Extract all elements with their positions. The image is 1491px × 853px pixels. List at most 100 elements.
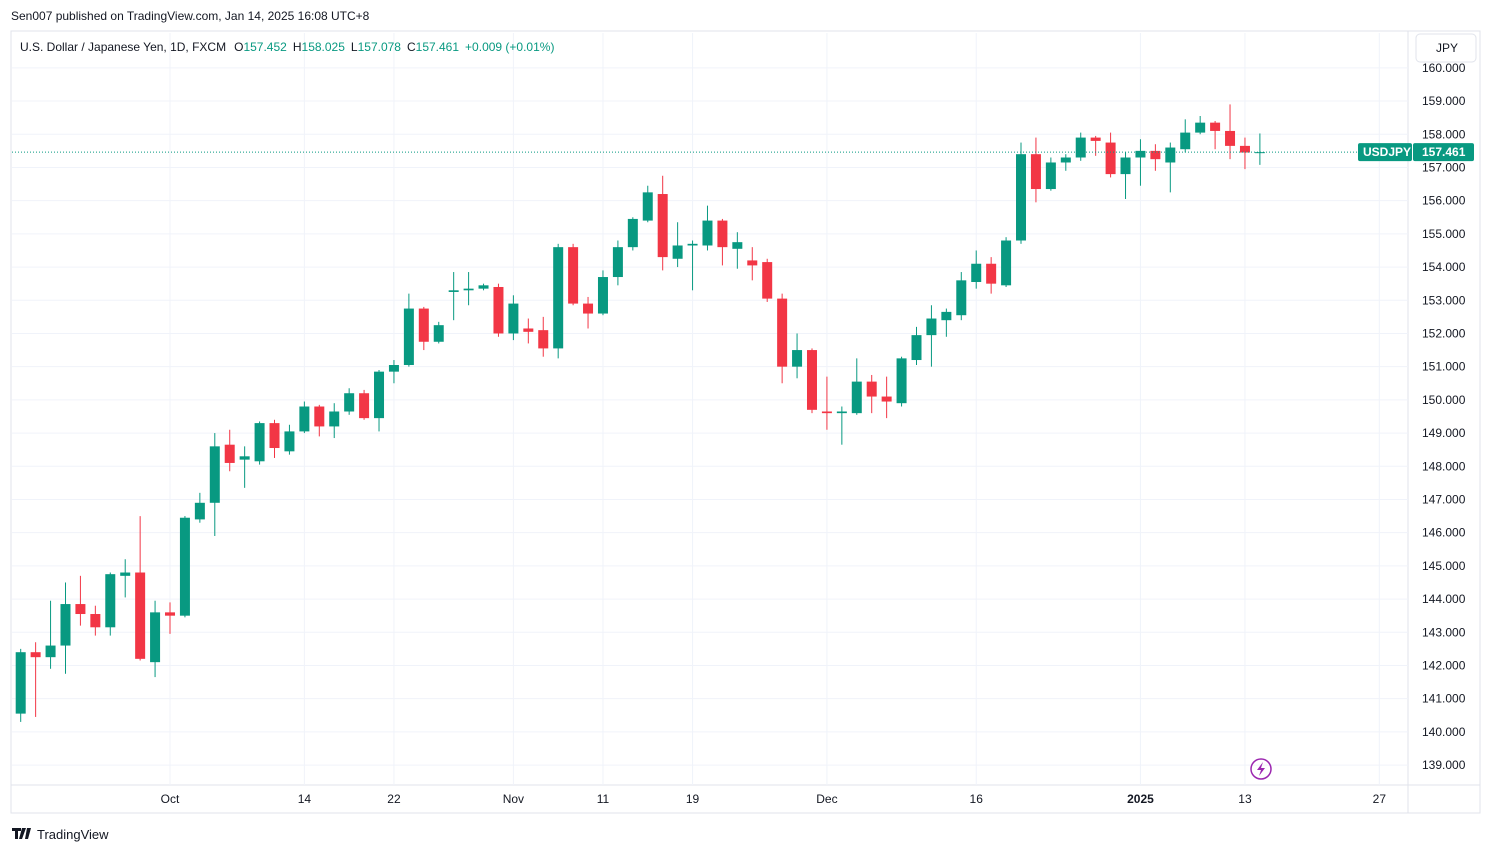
y-tick-label: 159.000 bbox=[1422, 94, 1466, 108]
candle-body bbox=[1180, 132, 1191, 150]
candle-body bbox=[254, 423, 265, 462]
candle-body bbox=[284, 431, 295, 452]
candle-body bbox=[762, 262, 773, 299]
lightning-glyph bbox=[1257, 762, 1265, 776]
candle-body bbox=[1150, 150, 1161, 160]
candle-body bbox=[687, 243, 698, 246]
y-tick-label: 152.000 bbox=[1422, 326, 1466, 340]
y-tick-label: 151.000 bbox=[1422, 360, 1466, 374]
candle-body bbox=[1016, 154, 1027, 241]
candle-body bbox=[971, 263, 982, 283]
x-tick-label: 19 bbox=[686, 792, 700, 806]
candle-body bbox=[344, 393, 355, 412]
candle-body bbox=[597, 277, 608, 314]
x-tick-label: 13 bbox=[1238, 792, 1252, 806]
candle-body bbox=[224, 444, 235, 463]
candle-body bbox=[642, 192, 653, 221]
candle-body bbox=[926, 318, 937, 336]
candle-body bbox=[911, 335, 922, 361]
candle-body bbox=[821, 411, 832, 414]
candle-body bbox=[1045, 162, 1056, 190]
candle-body bbox=[1210, 122, 1221, 131]
y-tick-label: 140.000 bbox=[1422, 725, 1466, 739]
candle-body bbox=[75, 604, 86, 615]
legend-title: U.S. Dollar / Japanese Yen, 1D, FXCM bbox=[20, 40, 226, 54]
candle-body bbox=[627, 218, 638, 248]
currency-button[interactable] bbox=[1415, 33, 1477, 63]
y-tick-label: 148.000 bbox=[1422, 459, 1466, 473]
candle-body bbox=[388, 365, 399, 372]
x-tick-label: 16 bbox=[970, 792, 984, 806]
candle-body bbox=[956, 280, 967, 316]
price-tag-label: 157.461 bbox=[1422, 145, 1466, 159]
brand-name: TradingView bbox=[37, 827, 109, 842]
y-tick-label: 147.000 bbox=[1422, 492, 1466, 506]
legend-key: H bbox=[293, 40, 302, 54]
y-tick-label: 154.000 bbox=[1422, 260, 1466, 274]
candle-body bbox=[1060, 157, 1071, 163]
candle-body bbox=[165, 612, 175, 616]
y-tick-label: 143.000 bbox=[1422, 625, 1466, 639]
candle-body bbox=[1239, 145, 1250, 153]
candle-body bbox=[1030, 154, 1041, 190]
candle-body bbox=[1225, 130, 1236, 146]
candle-body bbox=[747, 260, 758, 266]
candle-body bbox=[60, 604, 71, 646]
y-tick-label: 139.000 bbox=[1422, 758, 1466, 772]
lightning-icon[interactable] bbox=[1250, 758, 1272, 780]
candle-body bbox=[523, 328, 534, 332]
price-tag bbox=[1413, 143, 1474, 162]
brand-logo bbox=[12, 828, 31, 839]
x-tick-label: 14 bbox=[298, 792, 312, 806]
candle-body bbox=[299, 406, 310, 432]
candle-body bbox=[433, 325, 444, 342]
candle-body bbox=[314, 406, 325, 427]
x-tick-label: Oct bbox=[161, 792, 180, 806]
candle-body bbox=[374, 371, 385, 419]
candle-body bbox=[702, 220, 713, 246]
candle-body bbox=[836, 411, 847, 414]
candle-body bbox=[1120, 157, 1131, 175]
candle-body bbox=[851, 381, 862, 414]
candle-body bbox=[1254, 152, 1265, 154]
candle-body bbox=[359, 393, 370, 419]
candle-body bbox=[806, 350, 817, 410]
candle-body bbox=[1001, 240, 1012, 286]
candle-body bbox=[329, 411, 340, 427]
symbol-tag-label: USDJPY bbox=[1363, 145, 1411, 159]
candle-body bbox=[553, 247, 564, 349]
x-tick-label: 27 bbox=[1373, 792, 1387, 806]
y-tick-label: 155.000 bbox=[1422, 227, 1466, 241]
candle-body bbox=[120, 572, 131, 576]
chart-frame bbox=[10, 30, 1481, 814]
candle-body bbox=[269, 423, 280, 449]
candle-body bbox=[15, 652, 26, 714]
candle-body bbox=[896, 358, 907, 404]
symbol-tag bbox=[1358, 143, 1412, 162]
candle-body bbox=[90, 614, 101, 628]
candle-body bbox=[493, 286, 504, 334]
candle-body bbox=[866, 381, 877, 397]
candle-body bbox=[478, 285, 489, 289]
candle-body bbox=[657, 194, 668, 258]
y-tick-label: 146.000 bbox=[1422, 526, 1466, 540]
candle-body bbox=[732, 242, 743, 249]
candle-body bbox=[986, 263, 997, 284]
candle-body bbox=[45, 645, 56, 658]
candle-body bbox=[538, 330, 549, 349]
candle-body bbox=[1090, 137, 1101, 141]
currency-label: JPY bbox=[1436, 41, 1458, 55]
candle-body bbox=[239, 456, 250, 460]
candle-body bbox=[1165, 147, 1176, 163]
y-tick-label: 144.000 bbox=[1422, 592, 1466, 606]
candle-body bbox=[135, 572, 146, 659]
candle-body bbox=[583, 303, 594, 314]
candle-body bbox=[448, 290, 459, 292]
legend-value: 158.025 bbox=[302, 40, 346, 54]
candle-body bbox=[777, 298, 788, 367]
y-tick-label: 142.000 bbox=[1422, 658, 1466, 672]
legend-key: C bbox=[407, 40, 416, 54]
y-tick-label: 160.000 bbox=[1422, 61, 1466, 75]
y-tick-label: 141.000 bbox=[1422, 692, 1466, 706]
